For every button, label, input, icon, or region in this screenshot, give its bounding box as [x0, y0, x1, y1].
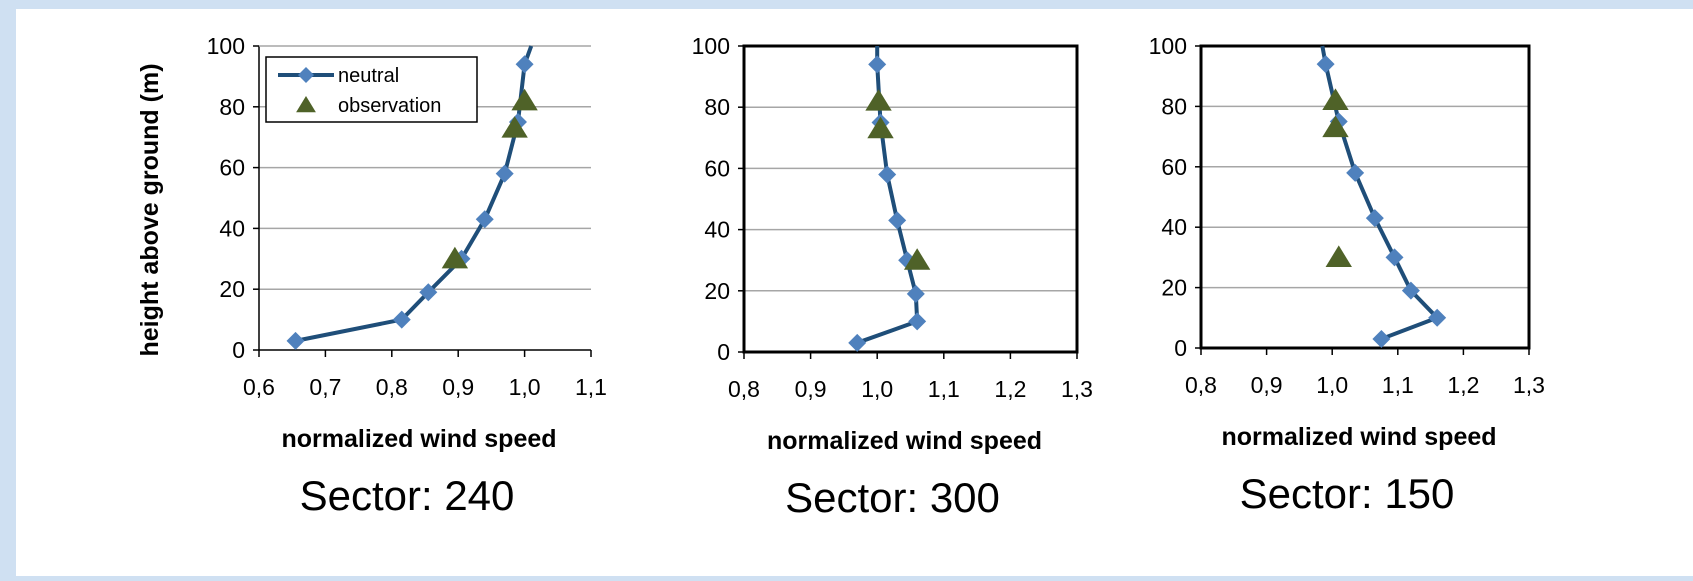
neutral-point — [392, 310, 411, 329]
chart-title: Sector: 240 — [300, 472, 515, 519]
observation-point — [867, 116, 894, 139]
x-tick-label: 0,9 — [795, 376, 827, 402]
neutral-point — [1346, 163, 1365, 182]
x-tick-label: 1,3 — [1061, 376, 1093, 402]
y-tick-label: 20 — [1161, 275, 1187, 301]
neutral-point — [1316, 55, 1335, 74]
neutral-point — [1365, 209, 1384, 228]
y-tick-label: 40 — [1161, 214, 1187, 240]
observation-point — [1322, 115, 1349, 138]
neutral-point — [515, 55, 534, 74]
figure-panel: 0 20 40 60 80 100 0,6 0,7 0,8 0,9 1,0 1,1 normalized… — [16, 9, 1693, 576]
x-axis-title: normalized wind speed — [767, 427, 1042, 455]
x-tick-label: 1,0 — [861, 376, 893, 402]
legend-neutral-marker — [298, 67, 314, 83]
x-tick-label: 0,8 — [728, 376, 760, 402]
legend: neutral observation — [265, 56, 478, 123]
legend-observation-label: observation — [338, 95, 441, 117]
y-tick-label: 100 — [1149, 33, 1187, 59]
neutral-point — [906, 284, 925, 303]
neutral-point — [1401, 281, 1420, 300]
neutral-point — [1428, 308, 1447, 327]
y-tick-label: 80 — [219, 94, 245, 120]
y-tick-label: 100 — [207, 33, 245, 59]
plot-frame — [1199, 44, 1531, 350]
x-tick-label: 1,1 — [1382, 372, 1414, 398]
y-tick-label: 0 — [717, 339, 730, 365]
y-tick-label: 20 — [704, 278, 730, 304]
neutral-point — [868, 55, 887, 74]
y-tick-label: 0 — [232, 337, 245, 363]
y-tick-label: 40 — [704, 217, 730, 243]
x-tick-label: 1,3 — [1513, 372, 1545, 398]
plot-frame — [742, 44, 1079, 354]
x-tick-label: 1,0 — [1316, 372, 1348, 398]
x-tick-label: 0,8 — [376, 374, 408, 400]
y-axis-title: height above ground (m) — [136, 63, 164, 356]
y-tick-label: 100 — [692, 33, 730, 59]
observation-point — [501, 116, 528, 138]
neutral-point — [419, 283, 438, 302]
chart-title: Sector: 300 — [785, 474, 1000, 521]
y-tick-label: 60 — [219, 155, 245, 181]
neutral-line — [1320, 45, 1440, 341]
x-tick-label: 1,2 — [994, 376, 1026, 402]
x-tick-label: 0,7 — [309, 374, 341, 400]
observation-point — [1322, 88, 1349, 110]
x-axis-title: normalized wind speed — [1221, 423, 1496, 451]
neutral-point — [495, 164, 514, 183]
neutral-point — [1372, 329, 1391, 348]
legend-observation-marker — [296, 96, 316, 113]
observation-point — [903, 248, 931, 270]
y-tick-label: 40 — [219, 215, 245, 241]
observation-point — [511, 88, 538, 111]
neutral-point — [878, 165, 897, 184]
neutral-point — [286, 331, 305, 350]
observation-point — [1325, 245, 1352, 267]
neutral-point — [888, 211, 907, 230]
neutral-point — [475, 210, 494, 229]
neutral-point — [908, 312, 927, 331]
y-tick-label: 80 — [1161, 93, 1187, 119]
x-axis-title: normalized wind speed — [281, 425, 556, 453]
chart-0: 0 20 40 60 80 100 0,6 0,7 0,8 0,9 1,0 1,1 normalized… — [136, 33, 607, 519]
y-tick-label: 60 — [1161, 154, 1187, 180]
y-tick-label: 60 — [704, 155, 730, 181]
chart-2: 0 20 40 60 80 100 0,8 0,9 1,0 1,1 1,2 1,3 normalized… — [1149, 33, 1545, 517]
neutral-point — [848, 333, 867, 352]
wind-profile-figure: 0 20 40 60 80 100 0,6 0,7 0,8 0,9 1,0 1,1 normalized… — [136, 33, 1545, 521]
x-tick-label: 1,1 — [928, 376, 960, 402]
observation-point — [441, 246, 469, 269]
x-tick-label: 0,9 — [1251, 372, 1283, 398]
x-tick-label: 0,6 — [243, 374, 275, 400]
x-tick-label: 1,1 — [575, 374, 607, 400]
chart-title: Sector: 150 — [1240, 470, 1455, 517]
x-tick-label: 0,8 — [1185, 372, 1217, 398]
chart-1: 0 20 40 60 80 100 0,8 0,9 1,0 1,1 1,2 1,3 normalized… — [692, 33, 1093, 521]
observation-point — [865, 89, 892, 111]
x-tick-label: 1,2 — [1447, 372, 1479, 398]
y-tick-label: 80 — [704, 94, 730, 120]
x-tick-label: 1,0 — [509, 374, 541, 400]
x-tick-label: 0,9 — [442, 374, 474, 400]
neutral-point — [1385, 248, 1404, 267]
y-tick-label: 0 — [1174, 335, 1187, 361]
y-tick-label: 20 — [219, 276, 245, 302]
neutral-line — [856, 46, 920, 345]
legend-neutral-label: neutral — [338, 65, 399, 87]
neutral-point — [898, 251, 917, 270]
